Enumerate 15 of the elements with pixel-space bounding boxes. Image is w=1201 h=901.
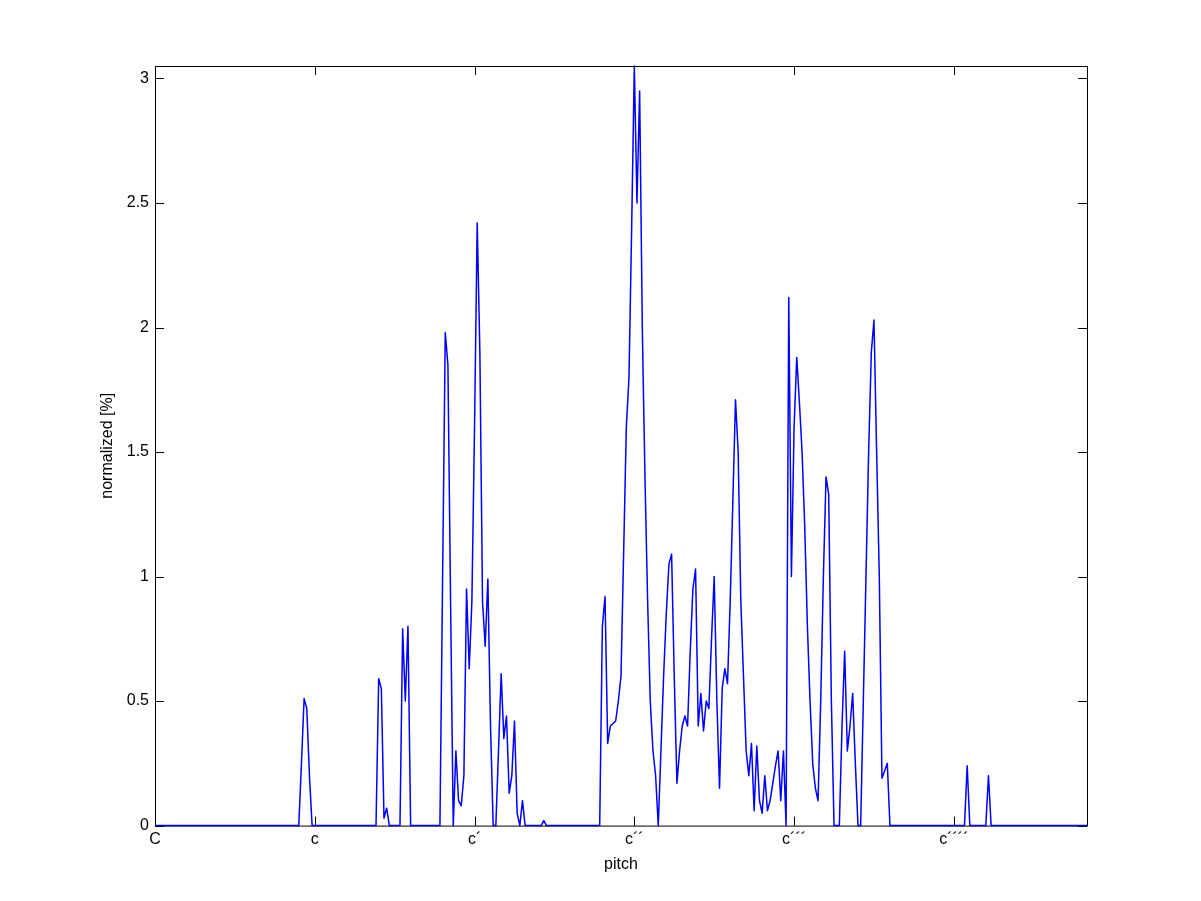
y-tick-label: 1 (140, 566, 150, 584)
y-tick-label: 2.5 (126, 193, 150, 211)
x-tick-label: c´´ (624, 829, 644, 847)
x-tick-label: c´ (467, 829, 482, 847)
x-tick-label: c (310, 829, 319, 847)
y-tick-label: 1.5 (126, 442, 150, 460)
y-tick-label: 0.5 (126, 691, 150, 709)
y-axis-title: normalized [%] (98, 392, 116, 499)
x-tick-label: C (149, 829, 161, 847)
y-tick-label: 3 (140, 68, 150, 86)
y-tick-label: 0 (140, 816, 150, 834)
x-tick-label: c´´´´ (939, 829, 969, 847)
y-tick-label: 2 (140, 317, 150, 335)
x-tick-label: c´´´ (782, 829, 807, 847)
x-axis-title: pitch (604, 854, 638, 872)
